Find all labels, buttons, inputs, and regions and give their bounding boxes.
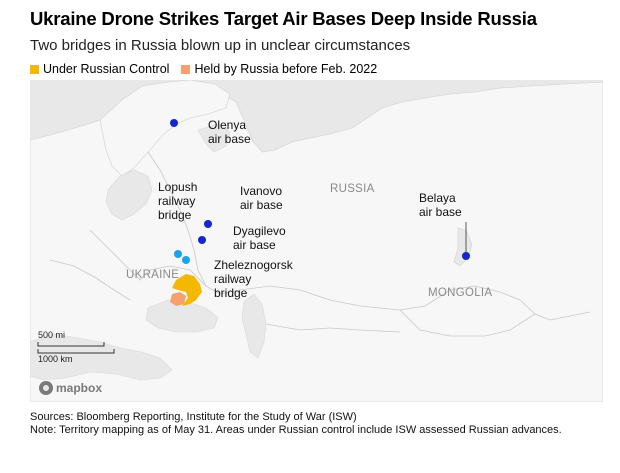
caspian-sea <box>241 293 267 359</box>
legend-label-russian-control: Under Russian Control <box>43 62 170 76</box>
label-belaya: Belaya air base <box>419 191 462 219</box>
marker-ivanovo[interactable] <box>204 220 212 228</box>
footer-sources: Sources: Bloomberg Reporting, Institute … <box>30 411 357 423</box>
label-lopush: Lopush railway bridge <box>158 180 201 222</box>
baltic-sea <box>105 169 153 221</box>
held-before-2022-area <box>170 292 186 306</box>
legend-item-held-before-2022: Held by Russia before Feb. 2022 <box>181 62 377 76</box>
scale-label-miles: 500 mi <box>38 330 65 340</box>
country-label-ukraine: UKRAINE <box>126 269 179 281</box>
legend-swatch-russian-control <box>30 64 39 74</box>
footer-note: Note: Territory mapping as of May 31. Ar… <box>30 423 562 436</box>
marker-olenya[interactable] <box>170 119 178 127</box>
mapbox-logo[interactable]: mapbox <box>39 381 102 395</box>
marker-belaya[interactable] <box>462 252 470 260</box>
land-scandinavia <box>99 80 231 177</box>
legend-item-russian-control: Under Russian Control <box>30 62 169 76</box>
map-canvas: RUSSIA UKRAINE MONGOLIA Olenya air base … <box>30 80 603 402</box>
white-sea <box>197 123 231 153</box>
russian-control-area <box>172 274 202 306</box>
country-label-russia: RUSSIA <box>330 183 375 195</box>
scale-bar: 500 mi 1000 km <box>37 330 115 364</box>
chart-subtitle: Two bridges in Russia blown up in unclea… <box>30 37 411 54</box>
chart-title: Ukraine Drone Strikes Target Air Bases D… <box>30 8 537 29</box>
label-dyagilevo: Dyagilevo air base <box>233 224 289 252</box>
legend-label-held-before-2022: Held by Russia before Feb. 2022 <box>194 62 378 76</box>
country-label-mongolia: MONGOLIA <box>428 287 492 299</box>
borders <box>49 151 591 337</box>
label-ivanovo: Ivanovo air base <box>240 184 285 212</box>
mapbox-wordmark: mapbox <box>56 381 102 395</box>
footer: Sources: Bloomberg Reporting, Institute … <box>30 411 600 436</box>
label-zheleznogorsk: Zheleznogorsk railway bridge <box>214 258 296 300</box>
legend-swatch-held-before-2022 <box>181 64 191 74</box>
marker-zheleznogorsk[interactable] <box>182 256 190 264</box>
marker-lopush[interactable] <box>174 250 182 258</box>
label-olenya: Olenya air base <box>208 118 251 146</box>
scale-label-km: 1000 km <box>38 354 73 364</box>
legend: Under Russian Control Held by Russia bef… <box>30 62 389 76</box>
map[interactable]: RUSSIA UKRAINE MONGOLIA Olenya air base … <box>30 80 603 402</box>
marker-dyagilevo[interactable] <box>198 236 206 244</box>
